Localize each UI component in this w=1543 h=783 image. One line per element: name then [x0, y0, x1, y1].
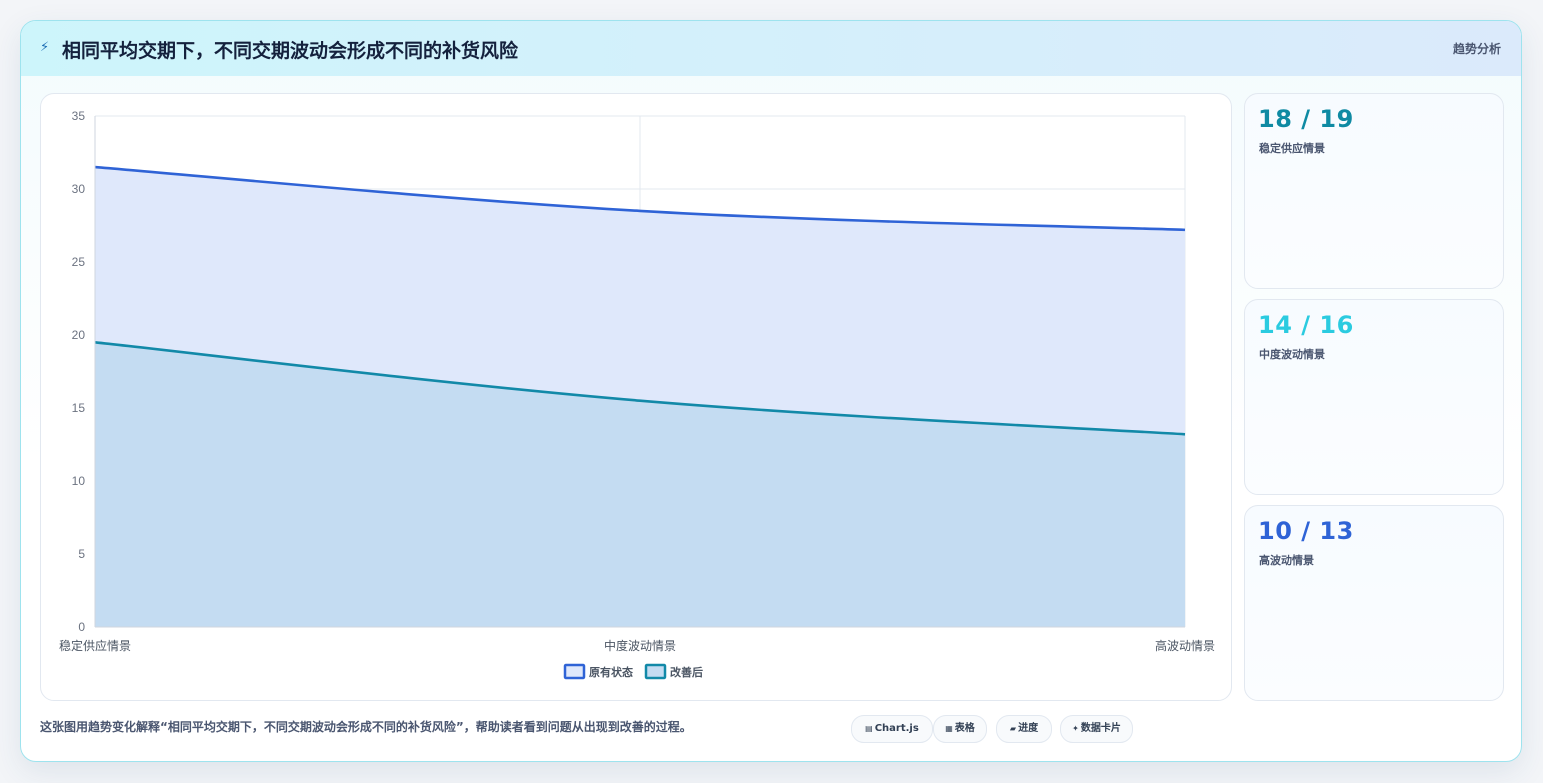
legend-label: 原有状态: [589, 665, 633, 679]
stat-label: 高波动情景: [1259, 554, 1314, 567]
chip-label: Chart.js: [874, 723, 919, 734]
x-category-label: 高波动情景: [1155, 638, 1215, 653]
chip-label: 进度: [1018, 723, 1039, 734]
y-tick-label: 10: [72, 474, 86, 488]
stat-card-high: 10 / 13 高波动情景: [1244, 505, 1504, 701]
dashboard-card: ⚡︎ 相同平均交期下，不同交期波动会形成不同的补货风险 趋势分析 0 5 10 15 2…: [20, 20, 1522, 762]
stat-card-stable: 18 / 19 稳定供应情景: [1244, 93, 1504, 289]
chart-icon: ▤: [865, 724, 873, 733]
chip-progress[interactable]: ▰ 进度: [996, 715, 1052, 743]
legend-label: 改善后: [670, 665, 703, 679]
chart-title: 相同平均交期下，不同交期波动会形成不同的补货风险: [62, 40, 519, 62]
y-tick-label: 25: [72, 255, 86, 269]
legend: 原有状态 改善后: [563, 663, 703, 680]
chip-chartjs[interactable]: ▤ Chart.js: [851, 715, 933, 743]
stat-card-moderate: 14 / 16 中度波动情景: [1244, 299, 1504, 495]
stat-label: 中度波动情景: [1259, 348, 1325, 361]
improved-series-line: [94, 341, 1186, 436]
x-category-label: 中度波动情景: [604, 638, 676, 653]
y-tick-label: 0: [78, 620, 85, 634]
y-tick-label: 15: [72, 401, 86, 415]
y-tick-label: 30: [72, 182, 86, 196]
chip-table[interactable]: ▦ 表格: [933, 715, 987, 743]
stat-label: 稳定供应情景: [1259, 142, 1325, 155]
chip-label: 表格: [954, 723, 975, 734]
spark-icon: ✦: [1072, 724, 1079, 733]
y-tick-label: 35: [72, 109, 86, 123]
stat-value: 10 / 13: [1258, 517, 1354, 545]
chip-data-card[interactable]: ✦ 数据卡片: [1060, 715, 1133, 743]
y-tick-label: 20: [72, 328, 86, 342]
chart-panel: 0 5 10 15 20 25 30 35 稳定供应情景 中度波动情景 高波动情景原有状态 改善后: [40, 93, 1232, 701]
chart-caption: 这张图用趋势变化解释“相同平均交期下，不同交期波动会形成不同的补货风险”，帮助读…: [40, 720, 692, 734]
analysis-tag: 趋势分析: [1452, 42, 1501, 56]
progress-icon: ▰: [1009, 724, 1017, 733]
card-header: ⚡︎ 相同平均交期下，不同交期波动会形成不同的补货风险 趋势分析: [21, 21, 1521, 76]
legend-swatch: [563, 663, 586, 680]
table-icon: ▦: [945, 724, 953, 733]
stat-value: 14 / 16: [1258, 311, 1354, 339]
original-series-line: [94, 165, 1186, 232]
legend-swatch: [644, 663, 667, 680]
stat-value: 18 / 19: [1258, 105, 1354, 133]
y-tick-label: 5: [78, 547, 85, 561]
improved-series-area: [95, 342, 1185, 627]
bolt-icon: ⚡︎: [40, 40, 50, 55]
chip-label: 数据卡片: [1080, 723, 1121, 734]
x-category-label: 稳定供应情景: [59, 638, 131, 653]
